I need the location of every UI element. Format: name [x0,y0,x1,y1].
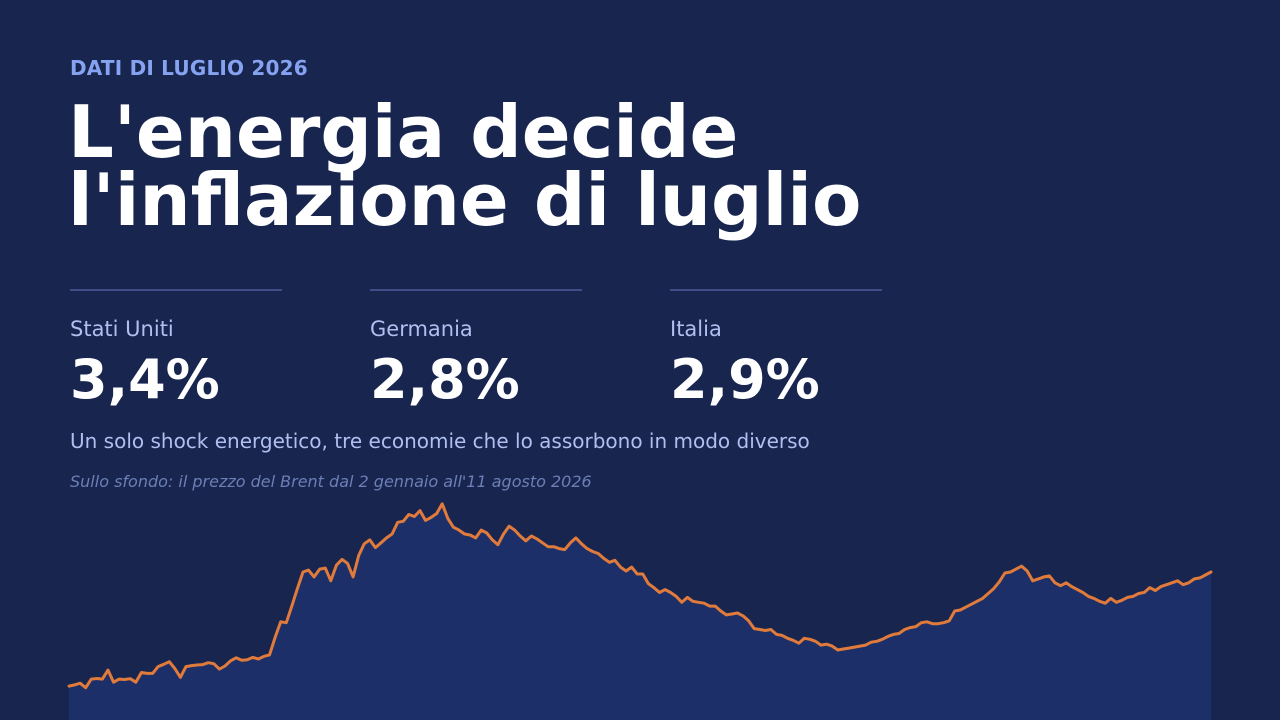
brent-price-line [67,502,1213,690]
stat-country-label: Germania [370,317,473,341]
stat-italy: Italia 2,9% [670,289,882,410]
stat-divider [670,289,882,291]
subtitle: Un solo shock energetico, tre economie c… [70,429,810,453]
stat-country-label: Stati Uniti [70,317,174,341]
stat-germany: Germania 2,8% [370,289,582,410]
kicker-label: DATI DI LUGLIO 2026 [70,56,308,80]
stat-divider [70,289,282,291]
stat-divider [370,289,582,291]
stat-inflation-value: 3,4% [70,348,220,411]
brent-area-fill [69,503,1211,720]
stat-inflation-value: 2,8% [370,348,520,411]
stat-country-label: Italia [670,317,722,341]
stat-united-states: Stati Uniti 3,4% [70,289,282,410]
title-line-1: L'energia decide [68,90,739,174]
chart-note: Sullo sfondo: il prezzo del Brent dal 2 … [70,472,592,491]
title-line-2: l'inflazione di luglio [68,158,862,242]
stat-inflation-value: 2,9% [670,348,820,411]
page-title: L'energia decide l'inflazione di luglio [68,90,1168,242]
